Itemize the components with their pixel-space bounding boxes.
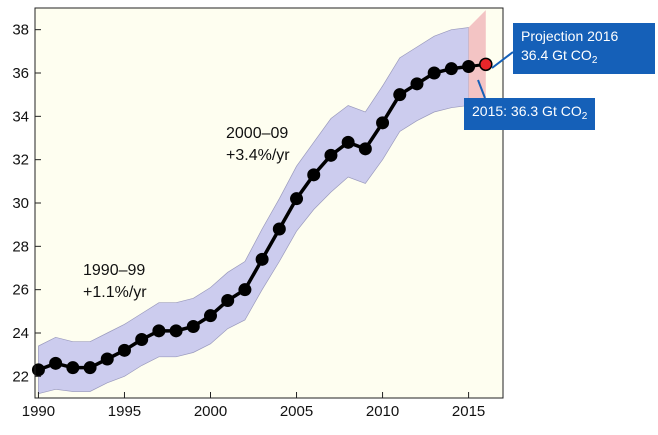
data-point xyxy=(186,320,200,333)
data-point xyxy=(444,62,458,76)
data-point xyxy=(462,60,476,73)
projection-point xyxy=(479,57,493,72)
y-tick-label: 34 xyxy=(12,108,29,125)
period-annotation-label: 1990–99 xyxy=(83,262,145,279)
data-point xyxy=(290,192,304,206)
data-point xyxy=(221,294,235,307)
projection-callout-line1: Projection 2016 xyxy=(521,28,619,44)
period-annotation-rate: +1.1%/yr xyxy=(83,284,147,301)
data-point xyxy=(410,77,424,91)
data-point xyxy=(427,66,441,80)
data-point xyxy=(152,324,166,338)
data-point xyxy=(204,309,217,323)
y-tick-label: 32 xyxy=(12,152,29,169)
y-tick-label: 26 xyxy=(12,282,29,299)
data-point xyxy=(255,252,269,266)
year-2015-callout: 2015: 36.3 Gt CO2 xyxy=(464,98,596,130)
projection-callout-line2: 36.4 Gt CO2 xyxy=(521,47,598,66)
x-tick-label: 1995 xyxy=(108,403,141,420)
y-tick-label: 22 xyxy=(12,368,29,385)
x-tick-label: 2015 xyxy=(452,403,485,420)
data-point xyxy=(238,283,252,297)
data-point xyxy=(393,88,407,102)
data-point xyxy=(341,135,355,149)
data-point xyxy=(135,333,149,346)
data-point xyxy=(307,168,321,182)
data-point xyxy=(358,142,372,156)
y-tick-label: 38 xyxy=(12,22,29,39)
data-point xyxy=(376,116,390,130)
period-annotation-label: 2000–09 xyxy=(226,125,288,142)
x-tick-label: 2010 xyxy=(366,403,399,420)
projection-callout: Projection 2016 36.4 Gt CO2 xyxy=(513,23,655,74)
x-tick-label: 1990 xyxy=(22,403,55,420)
data-point xyxy=(169,324,183,338)
data-point xyxy=(66,361,80,375)
data-point xyxy=(83,361,97,375)
y-tick-label: 28 xyxy=(12,238,29,255)
data-point xyxy=(31,363,45,377)
x-tick-label: 2005 xyxy=(280,403,313,420)
data-point xyxy=(49,356,63,370)
data-point xyxy=(324,148,338,162)
y-tick-label: 36 xyxy=(12,65,29,82)
y-tick-label: 24 xyxy=(12,325,29,342)
x-tick-label: 2000 xyxy=(194,403,227,420)
period-annotation-rate: +3.4%/yr xyxy=(226,147,290,164)
data-point xyxy=(272,222,286,236)
data-point xyxy=(117,343,131,357)
data-point xyxy=(100,352,114,366)
y-tick-label: 30 xyxy=(12,195,29,212)
